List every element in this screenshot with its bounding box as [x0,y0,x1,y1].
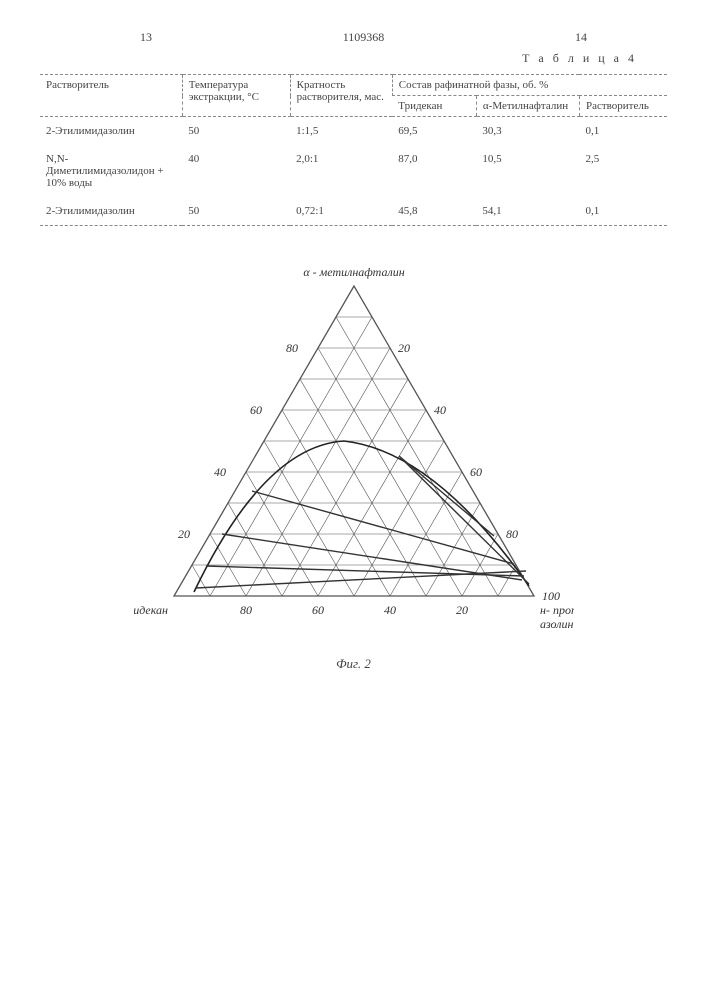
svg-text:80: 80 [506,527,518,541]
cell-temp: 40 [182,145,290,197]
svg-text:60: 60 [470,465,482,479]
table-row: 2-Этилимидазолин 50 0,72:1 45,8 54,1 0,1 [40,197,667,226]
page-number-left: 13 [140,30,152,45]
cell-c2: 10,5 [476,145,579,197]
cell-c2: 30,3 [476,117,579,146]
svg-text:α - метилнафталин: α - метилнафталин [303,266,404,279]
table-row: 2-Этилимидазолин 50 1:1,5 69,5 30,3 0,1 [40,117,667,146]
cell-solvent: N,N-Диметилимидазолидон + 10% воды [40,145,182,197]
cell-temp: 50 [182,197,290,226]
svg-text:Тридекан: Тридекан [134,603,168,617]
svg-text:100: 100 [542,589,560,603]
table-label: Т а б л и ц а 4 [40,51,667,66]
table-body: 2-Этилимидазолин 50 1:1,5 69,5 30,3 0,1 … [40,117,667,226]
cell-ratio: 2,0:1 [290,145,392,197]
ternary-svg: 20 40 60 80 20 40 60 80 100 80 60 40 20 α - метилнафт… [134,266,574,646]
col-temp: Температура экстракции, °С [182,75,290,117]
cell-temp: 50 [182,117,290,146]
svg-text:40: 40 [434,403,446,417]
col-sub1: Тридекан [392,96,476,117]
svg-text:80: 80 [240,603,252,617]
svg-text:20: 20 [178,527,190,541]
svg-text:20: 20 [456,603,468,617]
col-ratio: Кратность растворителя, мас. [290,75,392,117]
table-row: N,N-Диметилимидазолидон + 10% воды 40 2,… [40,145,667,197]
svg-text:азолин: азолин [540,617,573,631]
cell-solvent: 2-Этилимидазолин [40,117,182,146]
cell-solvent: 2-Этилимидазолин [40,197,182,226]
svg-text:40: 40 [214,465,226,479]
cell-c1: 87,0 [392,145,476,197]
page-number-right: 14 [575,30,587,45]
cell-c2: 54,1 [476,197,579,226]
cell-ratio: 0,72:1 [290,197,392,226]
cell-c3: 0,1 [579,197,667,226]
ternary-diagram: 20 40 60 80 20 40 60 80 100 80 60 40 20 α - метилнафт… [40,266,667,672]
svg-text:40: 40 [384,603,396,617]
svg-text:20: 20 [398,341,410,355]
col-solvent: Растворитель [40,75,182,117]
svg-text:60: 60 [250,403,262,417]
data-table: Растворитель Температура экстракции, °С … [40,74,667,226]
svg-text:60: 60 [312,603,324,617]
page-header: 13 1109368 14 [40,30,667,45]
cell-c1: 45,8 [392,197,476,226]
cell-c3: 0,1 [579,117,667,146]
col-sub3: Растворитель [579,96,667,117]
cell-c1: 69,5 [392,117,476,146]
cell-ratio: 1:1,5 [290,117,392,146]
col-sub2: α-Метилнафталин [476,96,579,117]
svg-text:н- пропилимид-: н- пропилимид- [540,603,574,617]
col-group: Состав рафинатной фазы, об. % [392,75,667,96]
svg-text:80: 80 [286,341,298,355]
document-number: 1109368 [343,30,385,45]
figure-caption: Фиг. 2 [40,656,667,672]
cell-c3: 2,5 [579,145,667,197]
